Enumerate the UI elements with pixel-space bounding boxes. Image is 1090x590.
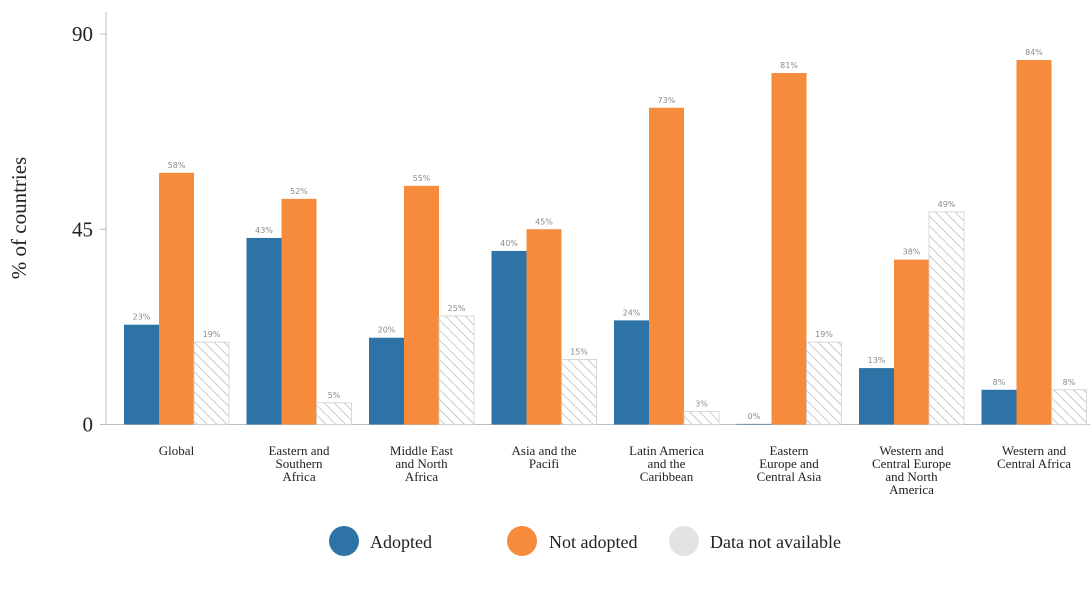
bar-value-label: 25%: [448, 304, 466, 313]
bar-value-label: 43%: [255, 226, 273, 235]
bar-adopted: [981, 389, 1017, 425]
legend-swatch-data-not-available: [669, 526, 699, 556]
bar-value-label: 8%: [1063, 378, 1076, 387]
bar-value-label: 45%: [535, 217, 553, 226]
bar-value-label: 40%: [500, 239, 518, 248]
bar-value-label: 24%: [623, 308, 641, 317]
bar-value-label: 19%: [815, 330, 833, 339]
bar-not-adopted: [649, 107, 684, 425]
x-category-label: Eastern and Southern Africa: [268, 443, 330, 484]
x-category-label: Western and Central Europe and North Americ…: [872, 443, 951, 497]
bar-value-label: 3%: [695, 399, 708, 408]
x-category-label: Latin America and the Caribbean: [629, 443, 704, 484]
legend-label-not-adopted: Not adopted: [549, 532, 637, 552]
bar-data-not-available: [193, 341, 230, 425]
bar-not-adopted: [404, 185, 439, 425]
bar-adopted: [124, 324, 159, 425]
bar-data-not-available: [806, 341, 842, 425]
x-category-label: Asia and the Pacifi: [512, 443, 577, 471]
bar-data-not-available: [683, 411, 720, 425]
bar-data-not-available: [928, 211, 965, 425]
bar-adopted: [859, 368, 894, 425]
bar-value-label: 81%: [780, 61, 798, 70]
bar-value-label: 49%: [938, 200, 956, 209]
y-tick-label: 90: [72, 22, 93, 46]
bar-value-label: 55%: [413, 174, 431, 183]
axes: 0 45 90 % of countries Global Eastern and Sout…: [7, 12, 1090, 497]
bar-value-label: 20%: [378, 326, 396, 335]
bar-adopted: [369, 337, 404, 425]
bar-not-adopted: [281, 198, 317, 425]
y-axis-label: % of countries: [7, 157, 31, 279]
x-category-label: Western and Central Africa: [997, 443, 1071, 471]
bar-not-adopted: [771, 73, 807, 425]
bar-value-label: 52%: [290, 187, 308, 196]
bars: [124, 60, 1087, 425]
bar-value-label: 5%: [328, 391, 341, 400]
bar-value-label: 13%: [868, 356, 886, 365]
bar-value-label: 58%: [168, 161, 186, 170]
legend-label-data-not-available: Data not available: [710, 532, 841, 552]
y-tick-label: 45: [72, 217, 93, 241]
bar-value-label: 38%: [903, 248, 921, 257]
bar-value-label: 23%: [133, 313, 151, 322]
bar-value-label: 84%: [1025, 48, 1043, 57]
bar-not-adopted: [1016, 60, 1052, 425]
bar-adopted: [491, 250, 527, 425]
y-tick-label: 0: [83, 413, 94, 437]
bar-value-label: 8%: [993, 378, 1006, 387]
bar-adopted: [246, 237, 282, 425]
legend: Adopted Not adopted Data not available: [329, 526, 841, 556]
x-category-label: Global: [159, 443, 195, 458]
bar-not-adopted: [526, 229, 562, 425]
bar-not-adopted: [894, 259, 929, 425]
bar-not-adopted: [159, 172, 194, 425]
bar-data-not-available: [561, 359, 597, 425]
bar-value-label: 73%: [658, 96, 676, 105]
legend-swatch-adopted: [329, 526, 359, 556]
bar-data-not-available: [438, 315, 475, 425]
bar-value-label: 19%: [203, 330, 221, 339]
bar-data-not-available: [1051, 389, 1087, 425]
legend-label-adopted: Adopted: [370, 532, 432, 552]
bar-adopted: [736, 423, 772, 425]
x-category-label: Eastern Europe and Central Asia: [757, 443, 822, 484]
legend-swatch-not-adopted: [507, 526, 537, 556]
bar-data-not-available: [316, 402, 352, 425]
data-labels: 23% 58% 19% 43% 52% 5% 20% 55% 25% 40% 45% 15% 24% 73…: [133, 48, 1076, 421]
bar-value-label: 0%: [748, 412, 761, 421]
bar-adopted: [614, 320, 649, 425]
bar-value-label: 15%: [570, 347, 588, 356]
x-category-label: Middle East and North Africa: [390, 443, 454, 484]
